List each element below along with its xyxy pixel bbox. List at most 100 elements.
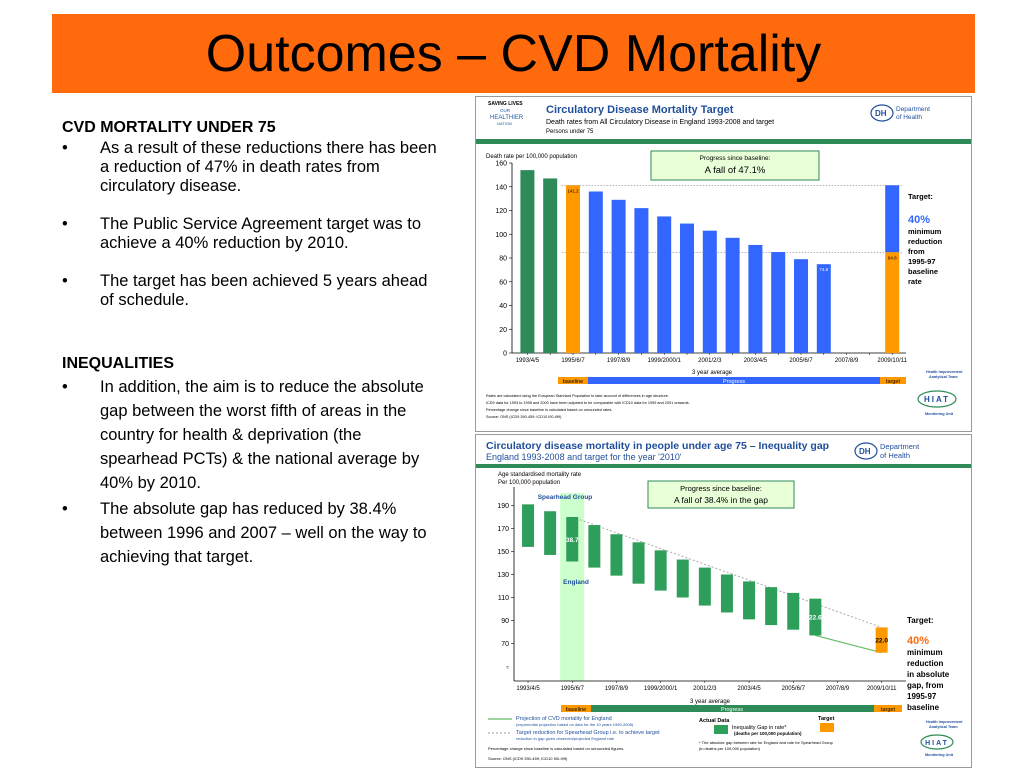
callout-rect <box>650 150 820 181</box>
callout-box: Progress since baseline: A fall of 47.1% <box>650 150 820 181</box>
progress-band: baseline Progress target <box>561 705 902 713</box>
dh-logo-text: of Health <box>896 114 922 121</box>
footnote: ICD9 data for 1993 to 1998 and 2000 have… <box>486 401 690 405</box>
x-tick-label: 2007/8/9 <box>826 686 850 692</box>
bar <box>680 223 694 353</box>
legend-target-swatch <box>820 723 834 732</box>
bullet-item: The absolute gap has reduced by 38.4% be… <box>60 497 440 569</box>
chart2-legend: Projection of CVD mortality for England … <box>488 716 835 761</box>
section1-bullets: As a result of these reductions there ha… <box>60 139 440 310</box>
bar <box>748 244 763 353</box>
logo-line: SAVING LIVES <box>488 101 523 107</box>
band-label: Progress <box>723 379 745 385</box>
x-tick-label: 2003/4/5 <box>737 686 761 692</box>
chart1-subtitle: Death rates from All Circulatory Disease… <box>546 119 774 126</box>
data-label: 84.8 <box>888 255 897 260</box>
legend-text: Projection of CVD mortality for England <box>516 716 612 722</box>
header-rule <box>476 464 971 468</box>
bar <box>634 208 649 353</box>
chart2-xlabel: 3 year average <box>690 699 731 705</box>
target-text: gap, from <box>907 681 943 690</box>
callout-line1: Progress since baseline: <box>700 155 771 162</box>
band-progress <box>588 377 880 384</box>
y-tick-label: 60 <box>499 279 507 286</box>
x-tick-label: 2005/6/7 <box>789 358 813 364</box>
x-tick-label: 2001/2/3 <box>693 686 717 692</box>
chart1-footnotes: Rates are calculated using the European … <box>486 394 690 419</box>
section2-title: INEQUALITIES <box>62 355 175 372</box>
y-tick-label: 90 <box>501 618 509 625</box>
legend-text: (in deaths per 100,000 population) <box>699 746 761 751</box>
chart2-ylabel: Per 100,000 population <box>498 480 560 486</box>
callout-rect <box>647 480 795 509</box>
slide-title: Outcomes – CVD Mortality <box>205 24 822 83</box>
x-tick-label: 1993/4/5 <box>516 358 540 364</box>
hiat-text: Monitoring Unit <box>925 412 954 416</box>
callout-box: Progress since baseline: A fall of 38.4%… <box>647 480 795 509</box>
chart1-xlabel: 3 year average <box>692 370 733 376</box>
bar-target <box>885 252 900 353</box>
series-label: Spearhead Group <box>538 494 593 501</box>
chart2-title: Circulatory disease mortality in people … <box>486 440 829 452</box>
y-tick-label: 150 <box>497 549 509 556</box>
chart2-bars: 38.7 22.6 22.0 <box>522 504 888 653</box>
target-text: reduction <box>908 237 943 246</box>
x-tick-label: 1995/6/7 <box>561 686 585 692</box>
chart2-lines <box>572 516 882 654</box>
band-progress <box>591 705 874 712</box>
band-label: target <box>881 707 896 713</box>
y-tick-label: 110 <box>498 595 509 602</box>
target-line <box>572 516 882 628</box>
callout-line2: A fall of 47.1% <box>705 165 766 176</box>
target-text: 1995-97 <box>907 692 937 701</box>
target-text: Target: <box>907 616 934 625</box>
logo-line: NATION <box>497 121 512 126</box>
legend-text: Inequality Gap in rate* <box>732 725 787 731</box>
dh-logo-text: DH <box>859 447 871 456</box>
chart1-svg: SAVING LIVES OUR HEALTHIER NATION Circul… <box>476 101 971 419</box>
gap-bar <box>522 504 535 547</box>
bar-target-upper <box>885 185 900 253</box>
section1-title: CVD MORTALITY UNDER 75 <box>62 119 276 136</box>
gap-label: 22.6 <box>809 615 822 622</box>
band-target <box>880 377 906 384</box>
y-tick-label: 140 <box>495 184 507 191</box>
y-tick-label: 20 <box>499 327 507 334</box>
bar <box>771 252 786 353</box>
target-bar <box>875 627 888 653</box>
hiat-text: Health Improvement <box>926 370 963 374</box>
dh-logo-text: Department <box>880 442 920 451</box>
gap-bar <box>809 598 822 636</box>
bullet-item: The target has been achieved 5 years ahe… <box>60 272 440 310</box>
legend-text: reduction in gap given observed/projecte… <box>516 736 615 741</box>
callout-line1: Progress since baseline: <box>680 484 762 493</box>
y-tick-label: 120 <box>495 208 507 215</box>
dh-logo-ring <box>870 104 894 122</box>
x-tick-label: 1999/2000/1 <box>648 358 682 364</box>
x-tick-label: 2007/8/9 <box>835 358 859 364</box>
section2: INEQUALITIES In addition, the aim is to … <box>60 354 440 569</box>
logo-line: HEALTHIER <box>490 115 524 121</box>
target-annotation: Target: 40% minimum reduction from 1995-… <box>908 192 943 286</box>
progress-band: baseline Progress target <box>558 377 906 385</box>
dh-logo-ring <box>854 442 878 460</box>
y-tick-label: 80 <box>499 256 507 263</box>
legend-text: (deaths per 100,000 population) <box>734 731 802 736</box>
gap-bar <box>544 511 557 555</box>
x-tick-label: 1999/2000/1 <box>644 686 678 692</box>
bullet-item: As a result of these reductions there ha… <box>60 139 440 196</box>
gap-bar <box>765 587 778 626</box>
data-label: 74.8 <box>819 267 828 272</box>
dh-logo-text: DH <box>875 109 887 118</box>
legend-text: Target <box>818 716 835 722</box>
y-tick-label: 40 <box>499 303 507 310</box>
legend-text: Actual Data <box>699 718 730 724</box>
gap-bar <box>566 517 579 562</box>
chart1-ylabel: Death rate per 100,000 population <box>486 154 577 160</box>
dh-logo-text: Department <box>896 106 930 113</box>
y-tick-label: 0 <box>503 351 507 358</box>
chart2-ylabel: Age standardised mortality rate <box>498 472 582 478</box>
target-text: minimum <box>907 648 943 657</box>
target-text: 1995-97 <box>908 257 936 266</box>
chart2-y-ticks: 70 90 110 130 150 170 190 ≈ <box>497 503 514 671</box>
